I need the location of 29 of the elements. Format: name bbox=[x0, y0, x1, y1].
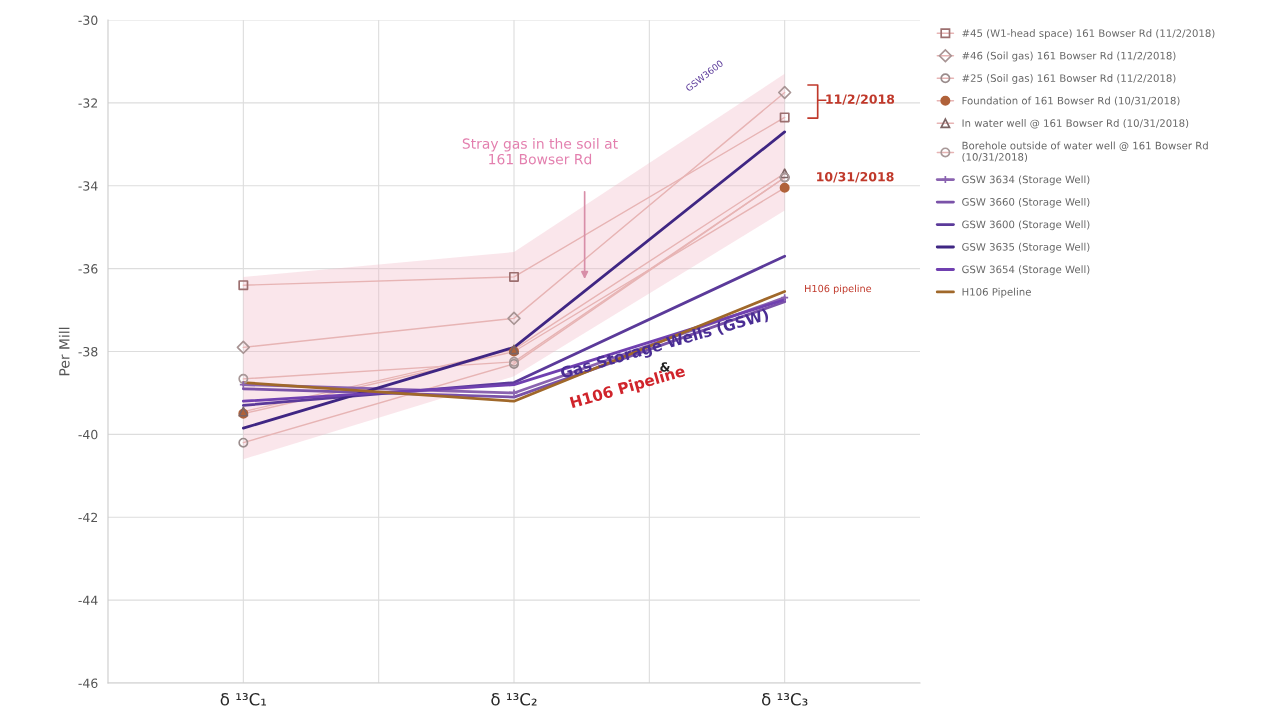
legend-label: #46 (Soil gas) 161 Bowser Rd (11/2/2018) bbox=[962, 51, 1176, 62]
y-tick-label: -38 bbox=[78, 346, 98, 357]
legend-label: Borehole outside of water well @ 161 Bowser Rd (10/31/2018) bbox=[962, 141, 1208, 162]
y-tick-label: -32 bbox=[78, 98, 98, 108]
x-tick-label: δ ¹³C₁ bbox=[220, 693, 267, 706]
y-tick-label: -44 bbox=[78, 595, 98, 605]
legend-label: GSW 3600 (Storage Well) bbox=[962, 220, 1090, 231]
y-tick-label: -42 bbox=[78, 512, 98, 522]
y-tick-label: -36 bbox=[78, 264, 98, 274]
y-axis-title: Per Mill bbox=[58, 327, 70, 376]
legend-label: #45 (W1-head space) 161 Bowser Rd (11/2/2018) bbox=[962, 29, 1215, 39]
legend-label: GSW 3635 (Storage Well) bbox=[962, 242, 1090, 253]
x-tick-label: δ ¹³C₃ bbox=[762, 693, 808, 706]
y-tick-label: -46 bbox=[78, 678, 98, 688]
annotation: H106 pipeline bbox=[805, 284, 872, 295]
annotation: 11/2/2018 bbox=[826, 94, 895, 105]
y-tick-label: -30 bbox=[78, 15, 98, 25]
y-tick-label: -34 bbox=[78, 181, 98, 191]
legend-label: #25 (Soil gas) 161 Bowser Rd (11/2/2018) bbox=[962, 74, 1176, 84]
y-tick-label: -40 bbox=[78, 429, 98, 440]
legend-label: H106 Pipeline bbox=[962, 287, 1031, 298]
annotation: 10/31/2018 bbox=[817, 171, 894, 183]
legend-label: GSW 3634 (Storage Well) bbox=[962, 175, 1090, 186]
legend-label: GSW 3660 (Storage Well) bbox=[962, 197, 1090, 208]
annotation: Stray gas in the soil at 161 Bowser Rd bbox=[462, 138, 618, 165]
x-tick-label: δ ¹³C₂ bbox=[491, 693, 537, 706]
legend-label: Foundation of 161 Bowser Rd (10/31/2018) bbox=[962, 96, 1180, 106]
legend-label: In water well @ 161 Bowser Rd (10/31/2018) bbox=[962, 119, 1189, 129]
legend-label: GSW 3654 (Storage Well) bbox=[962, 265, 1090, 276]
